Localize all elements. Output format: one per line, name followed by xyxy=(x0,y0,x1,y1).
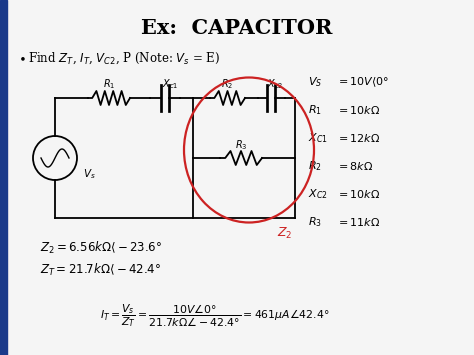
Text: $X_{C1}$: $X_{C1}$ xyxy=(308,131,328,145)
Text: $V_s$: $V_s$ xyxy=(83,167,96,181)
Text: $= 10k\Omega$: $= 10k\Omega$ xyxy=(336,188,380,200)
Text: $= 11k\Omega$: $= 11k\Omega$ xyxy=(336,216,380,228)
Text: $X_{C2}$: $X_{C2}$ xyxy=(308,187,328,201)
Text: $R_2$: $R_2$ xyxy=(308,159,322,173)
Text: $Z_2 = 6.56k\Omega\langle -23.6°$: $Z_2 = 6.56k\Omega\langle -23.6°$ xyxy=(40,240,162,256)
Text: $R_2$: $R_2$ xyxy=(221,77,234,91)
Text: $R_3$: $R_3$ xyxy=(235,138,247,152)
Text: Find $Z_T$, $I_T$, $V_{C2}$, P (Note: $V_s$ = E): Find $Z_T$, $I_T$, $V_{C2}$, P (Note: $V… xyxy=(28,50,220,66)
Text: $I_T = \dfrac{V_s}{Z_T} = \dfrac{10V\angle 0°}{21.7k\Omega\angle -42.4°} = 461\m: $I_T = \dfrac{V_s}{Z_T} = \dfrac{10V\ang… xyxy=(100,302,329,329)
Text: $X_{c1}$: $X_{c1}$ xyxy=(162,77,178,91)
Text: $= 8k\Omega$: $= 8k\Omega$ xyxy=(336,160,373,172)
Text: $X_{c2}$: $X_{c2}$ xyxy=(267,77,284,91)
Text: $Z_T = 21.7k\Omega\langle -42.4°$: $Z_T = 21.7k\Omega\langle -42.4°$ xyxy=(40,262,161,278)
Text: $= 10V\langle 0°$: $= 10V\langle 0°$ xyxy=(336,75,389,89)
Text: $\bullet$: $\bullet$ xyxy=(18,51,26,65)
Text: $= 10k\Omega$: $= 10k\Omega$ xyxy=(336,104,380,116)
Text: $= 12k\Omega$: $= 12k\Omega$ xyxy=(336,132,380,144)
Text: $R_1$: $R_1$ xyxy=(308,103,322,117)
Text: $R_1$: $R_1$ xyxy=(103,77,115,91)
Bar xyxy=(0,0,7,355)
Text: $V_S$: $V_S$ xyxy=(308,75,322,89)
Text: $R_3$: $R_3$ xyxy=(308,215,322,229)
Text: Ex:  CAPACITOR: Ex: CAPACITOR xyxy=(141,18,333,38)
Text: $Z_2$: $Z_2$ xyxy=(277,226,292,241)
